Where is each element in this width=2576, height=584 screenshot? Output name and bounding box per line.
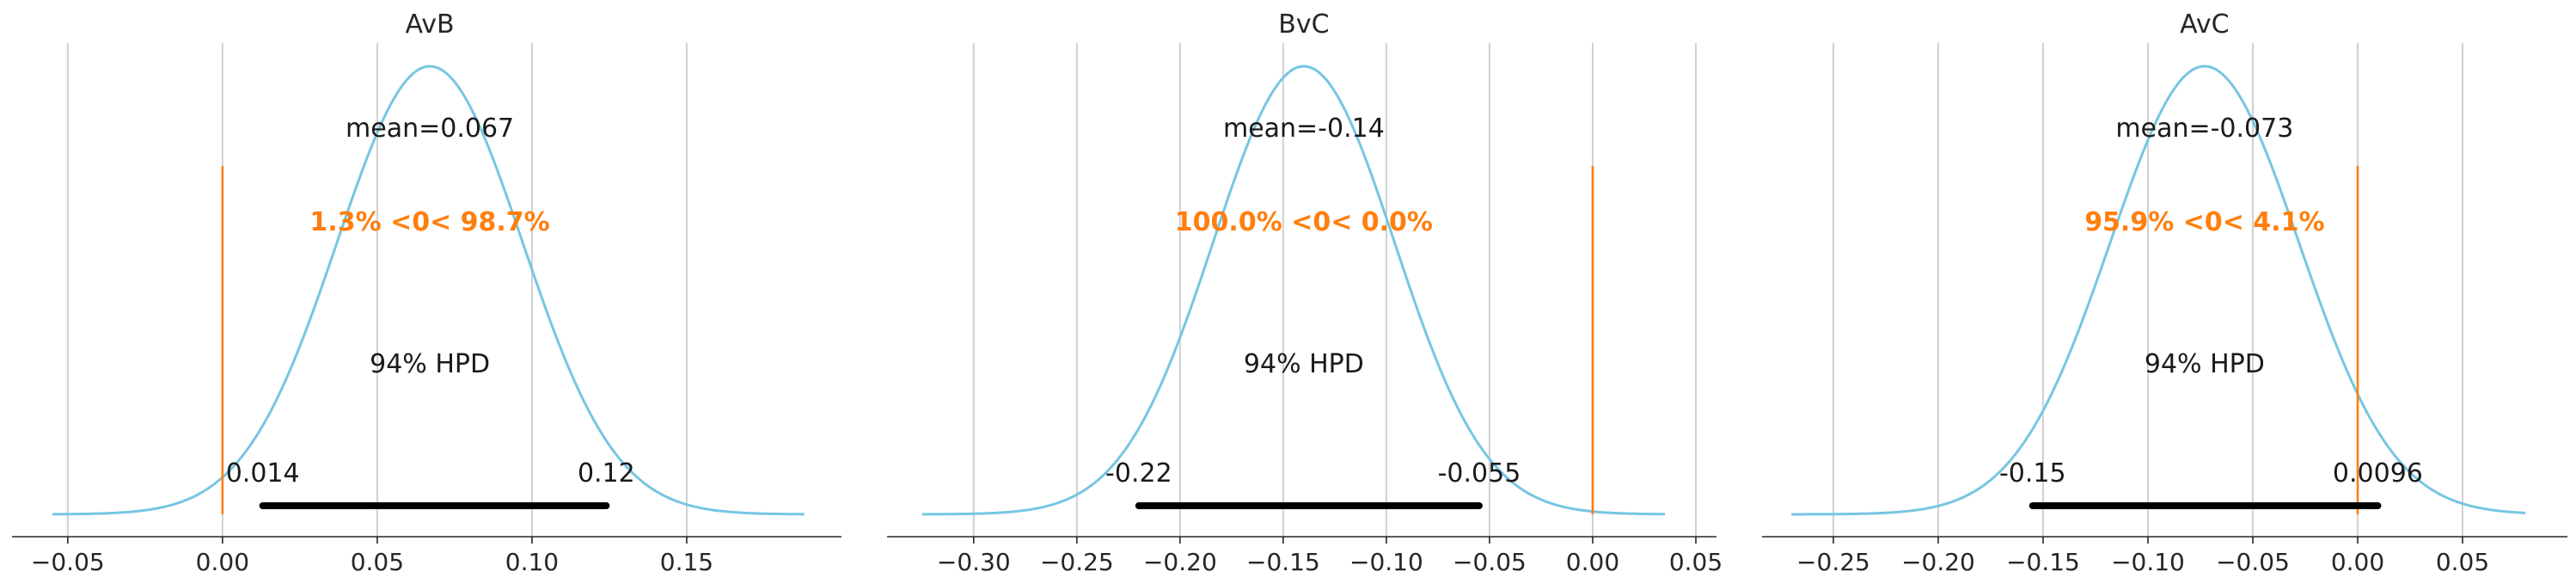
posterior-density-curve xyxy=(921,65,1666,516)
x-tick-label: 0.05 xyxy=(351,548,404,576)
panel-title: AvC xyxy=(2180,9,2229,40)
hpd-high-label: 0.12 xyxy=(578,458,635,489)
x-tick-label: −0.25 xyxy=(1796,548,1870,576)
hpd-high-label: 0.0096 xyxy=(2333,458,2423,489)
x-tick-label: −0.10 xyxy=(1349,548,1423,576)
x-tick-label: 0.10 xyxy=(505,548,559,576)
x-tick-label: −0.05 xyxy=(1453,548,1527,576)
posterior-density-curve xyxy=(52,65,805,516)
x-tick-label: −0.20 xyxy=(1143,548,1217,576)
x-tick-label: 0.00 xyxy=(2331,548,2384,576)
reference-percentages: 100.0% <0< 0.0% xyxy=(1175,207,1433,237)
mean-label: mean=-0.14 xyxy=(1223,114,1385,144)
x-tick-label: 0.00 xyxy=(196,548,249,576)
panel-title: BvC xyxy=(1278,9,1329,40)
x-tick-label: 0.15 xyxy=(660,548,713,576)
x-tick-label: 0.05 xyxy=(2436,548,2489,576)
reference-percentages: 95.9% <0< 4.1% xyxy=(2084,207,2324,237)
hpd-label: 94% HPD xyxy=(370,349,490,379)
posterior-density-curve xyxy=(1791,65,2526,516)
mean-label: mean=0.067 xyxy=(346,114,514,144)
x-tick-label: −0.20 xyxy=(1901,548,1975,576)
reference-percentages: 1.3% <0< 98.7% xyxy=(309,207,549,237)
hpd-low-label: -0.22 xyxy=(1105,458,1172,489)
hpd-low-label: 0.014 xyxy=(226,458,300,489)
x-tick-label: 0.00 xyxy=(1566,548,1619,576)
hpd-high-label: -0.055 xyxy=(1438,458,1521,489)
hpd-label: 94% HPD xyxy=(1244,349,1364,379)
x-tick-label: −0.10 xyxy=(2111,548,2185,576)
mean-label: mean=-0.073 xyxy=(2115,114,2293,144)
x-tick-label: 0.05 xyxy=(1669,548,1722,576)
x-tick-label: −0.05 xyxy=(31,548,105,576)
x-tick-label: −0.15 xyxy=(2006,548,2080,576)
panel-title: AvB xyxy=(406,9,455,40)
x-tick-label: −0.25 xyxy=(1040,548,1114,576)
x-tick-label: −0.30 xyxy=(937,548,1011,576)
hpd-label: 94% HPD xyxy=(2145,349,2265,379)
x-tick-label: −0.05 xyxy=(2216,548,2290,576)
x-tick-label: −0.15 xyxy=(1246,548,1320,576)
hpd-low-label: -0.15 xyxy=(1999,458,2066,489)
